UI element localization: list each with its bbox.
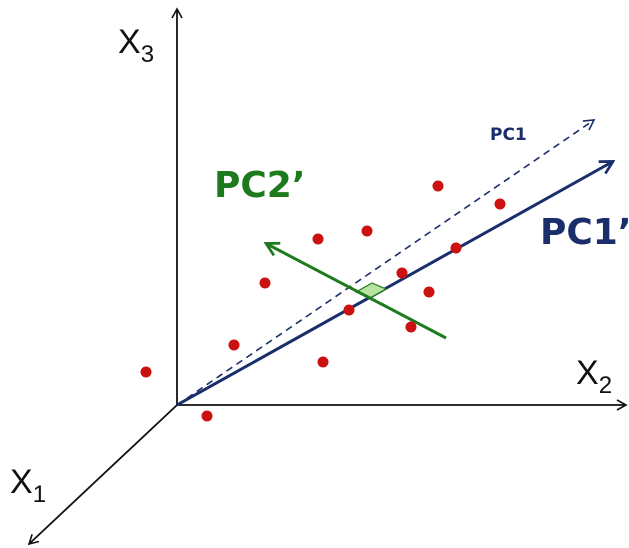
pc1-prime-line xyxy=(176,162,612,407)
data-point xyxy=(423,286,435,298)
data-point xyxy=(140,366,152,378)
data-point xyxy=(432,180,444,192)
data-point xyxy=(228,339,240,351)
pc1-label: PC1 xyxy=(490,125,527,145)
pc1-prime-label: PC1’ xyxy=(540,212,629,253)
pc1-dashed-line xyxy=(176,119,596,406)
data-point xyxy=(343,304,355,316)
data-point xyxy=(317,356,329,368)
data-point xyxy=(450,242,462,254)
data-point xyxy=(312,233,324,245)
data-point xyxy=(361,225,373,237)
data-points xyxy=(140,180,506,422)
pc2-prime-line xyxy=(267,244,447,340)
data-point xyxy=(405,321,417,333)
pc2-prime-label: PC2’ xyxy=(214,165,306,206)
data-point xyxy=(259,277,271,289)
data-point xyxy=(396,267,408,279)
x1-axis-label: X1 xyxy=(10,463,46,508)
x3-axis-label: X3 xyxy=(118,23,154,68)
right-angle-marker xyxy=(354,282,388,299)
x2-axis-label: X2 xyxy=(576,354,612,399)
x1-axis xyxy=(27,404,178,546)
data-point xyxy=(201,410,213,422)
data-point xyxy=(494,198,506,210)
